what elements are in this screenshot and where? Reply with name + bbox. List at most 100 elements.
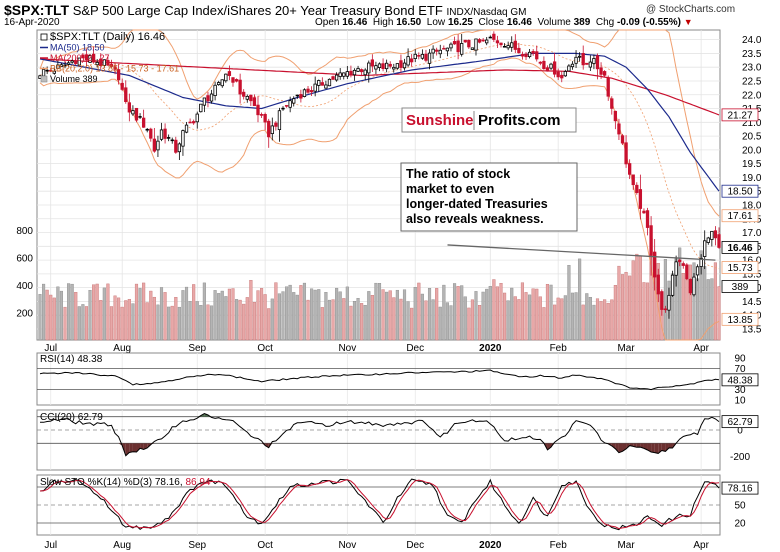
price-tick-label: 15.5 [742,269,762,280]
candle-body [492,33,496,40]
candle-body [84,54,89,61]
candle-body [192,121,196,124]
candle-body [438,49,442,55]
volume-bar [399,298,403,341]
candle-body [688,278,693,294]
candle-body [678,259,682,263]
candle-body [131,110,135,115]
candle-body [463,39,467,43]
volume-bar [231,288,235,341]
candle-body [234,79,239,82]
candle-body [692,276,696,296]
volume-bar [192,284,196,341]
candle-body [410,58,414,63]
watermark-box [401,107,577,133]
volume-bar [170,305,174,341]
x-tick-label-bottom: Oct [257,540,273,551]
volume-bar [95,283,99,341]
volume-bar [478,305,482,341]
candle-body [127,102,131,113]
volume-bar [495,286,499,341]
candle-body [517,47,521,54]
volume-bar [313,289,317,341]
candle-body [202,97,207,106]
candle-body [238,79,242,95]
legend-swatch [40,33,48,41]
candle-body [88,55,92,63]
candle-body [70,60,74,63]
x-tick-label-bottom: 2020 [479,540,502,551]
candle-body [552,61,557,75]
candle-body [502,45,507,48]
volume-tick-label: 800 [16,226,33,237]
price-tick-label: 22.5 [742,76,762,87]
candle-body [63,64,67,67]
candle-body [481,39,485,42]
volume-bar [67,283,71,341]
candle-body [685,264,689,280]
tag-volume-bg [721,280,759,293]
cci-tick-label: 0 [737,426,743,437]
candle-body [695,266,700,276]
candle-body [49,69,53,72]
volume-bar [270,298,274,341]
x-tick-label: Aug [113,343,131,354]
volume-bar [181,290,185,341]
candle-body [163,128,167,139]
sto-last-bg [721,481,759,495]
x-tick-label-bottom: Nov [338,540,356,551]
candle-body [535,51,539,60]
volume-bar [699,250,703,341]
chart-header: $SPX:TLT S&P 500 Large Cap Index/iShares… [0,0,780,30]
volume-bar [435,288,439,341]
candle-body [109,64,114,67]
legend-bb: BB(20,2.0) 13.85 - 15.73 - 17.61 [50,64,179,74]
exchange: INDX/Nasdaq GM [446,7,527,18]
volume-bar [631,260,635,341]
candle-body [249,94,253,102]
candle-body [331,76,335,80]
x-tick-label: Dec [406,343,424,354]
x-tick-label: Mar [617,343,635,354]
candle-body [302,89,307,97]
volume-bar [45,289,49,341]
candle-body [359,69,364,73]
candle-body [485,39,489,44]
volume-bar [142,282,146,341]
candle-body [167,137,171,139]
cci-fill-oversold [615,443,619,453]
candle-body [66,62,71,65]
volume-bar [392,297,396,341]
volume-bar [578,258,582,341]
volume-bar [127,299,131,341]
candle-body [59,64,64,67]
cci-fill-oversold [661,443,666,452]
volume-bar [42,283,46,341]
cci-fill-oversold [651,443,655,453]
volume-bar [220,290,224,341]
volume-bar [202,282,206,341]
volume-bar [84,306,89,341]
volume-bar [288,284,292,341]
candle-body [213,84,217,97]
candle-body [570,63,575,68]
candle-body [631,174,635,186]
candle-body [392,66,396,70]
volume-bar [352,301,357,341]
volume-bar [92,284,96,341]
volume-bar [106,283,110,341]
cci-line [40,412,720,457]
x-tick-label: Nov [338,343,356,354]
volume-bar [595,298,600,341]
candle-body [531,51,535,54]
volume-bar [406,301,410,341]
candle-body [717,234,721,248]
cci-panel [36,409,721,471]
volume-bar [209,305,214,341]
candle-body [99,58,103,66]
x-tick-label: 2020 [479,343,502,354]
tag-ma50-bg [721,184,759,198]
volume-bar [195,301,199,341]
candle-body [156,140,160,151]
annotation-box [400,162,578,232]
